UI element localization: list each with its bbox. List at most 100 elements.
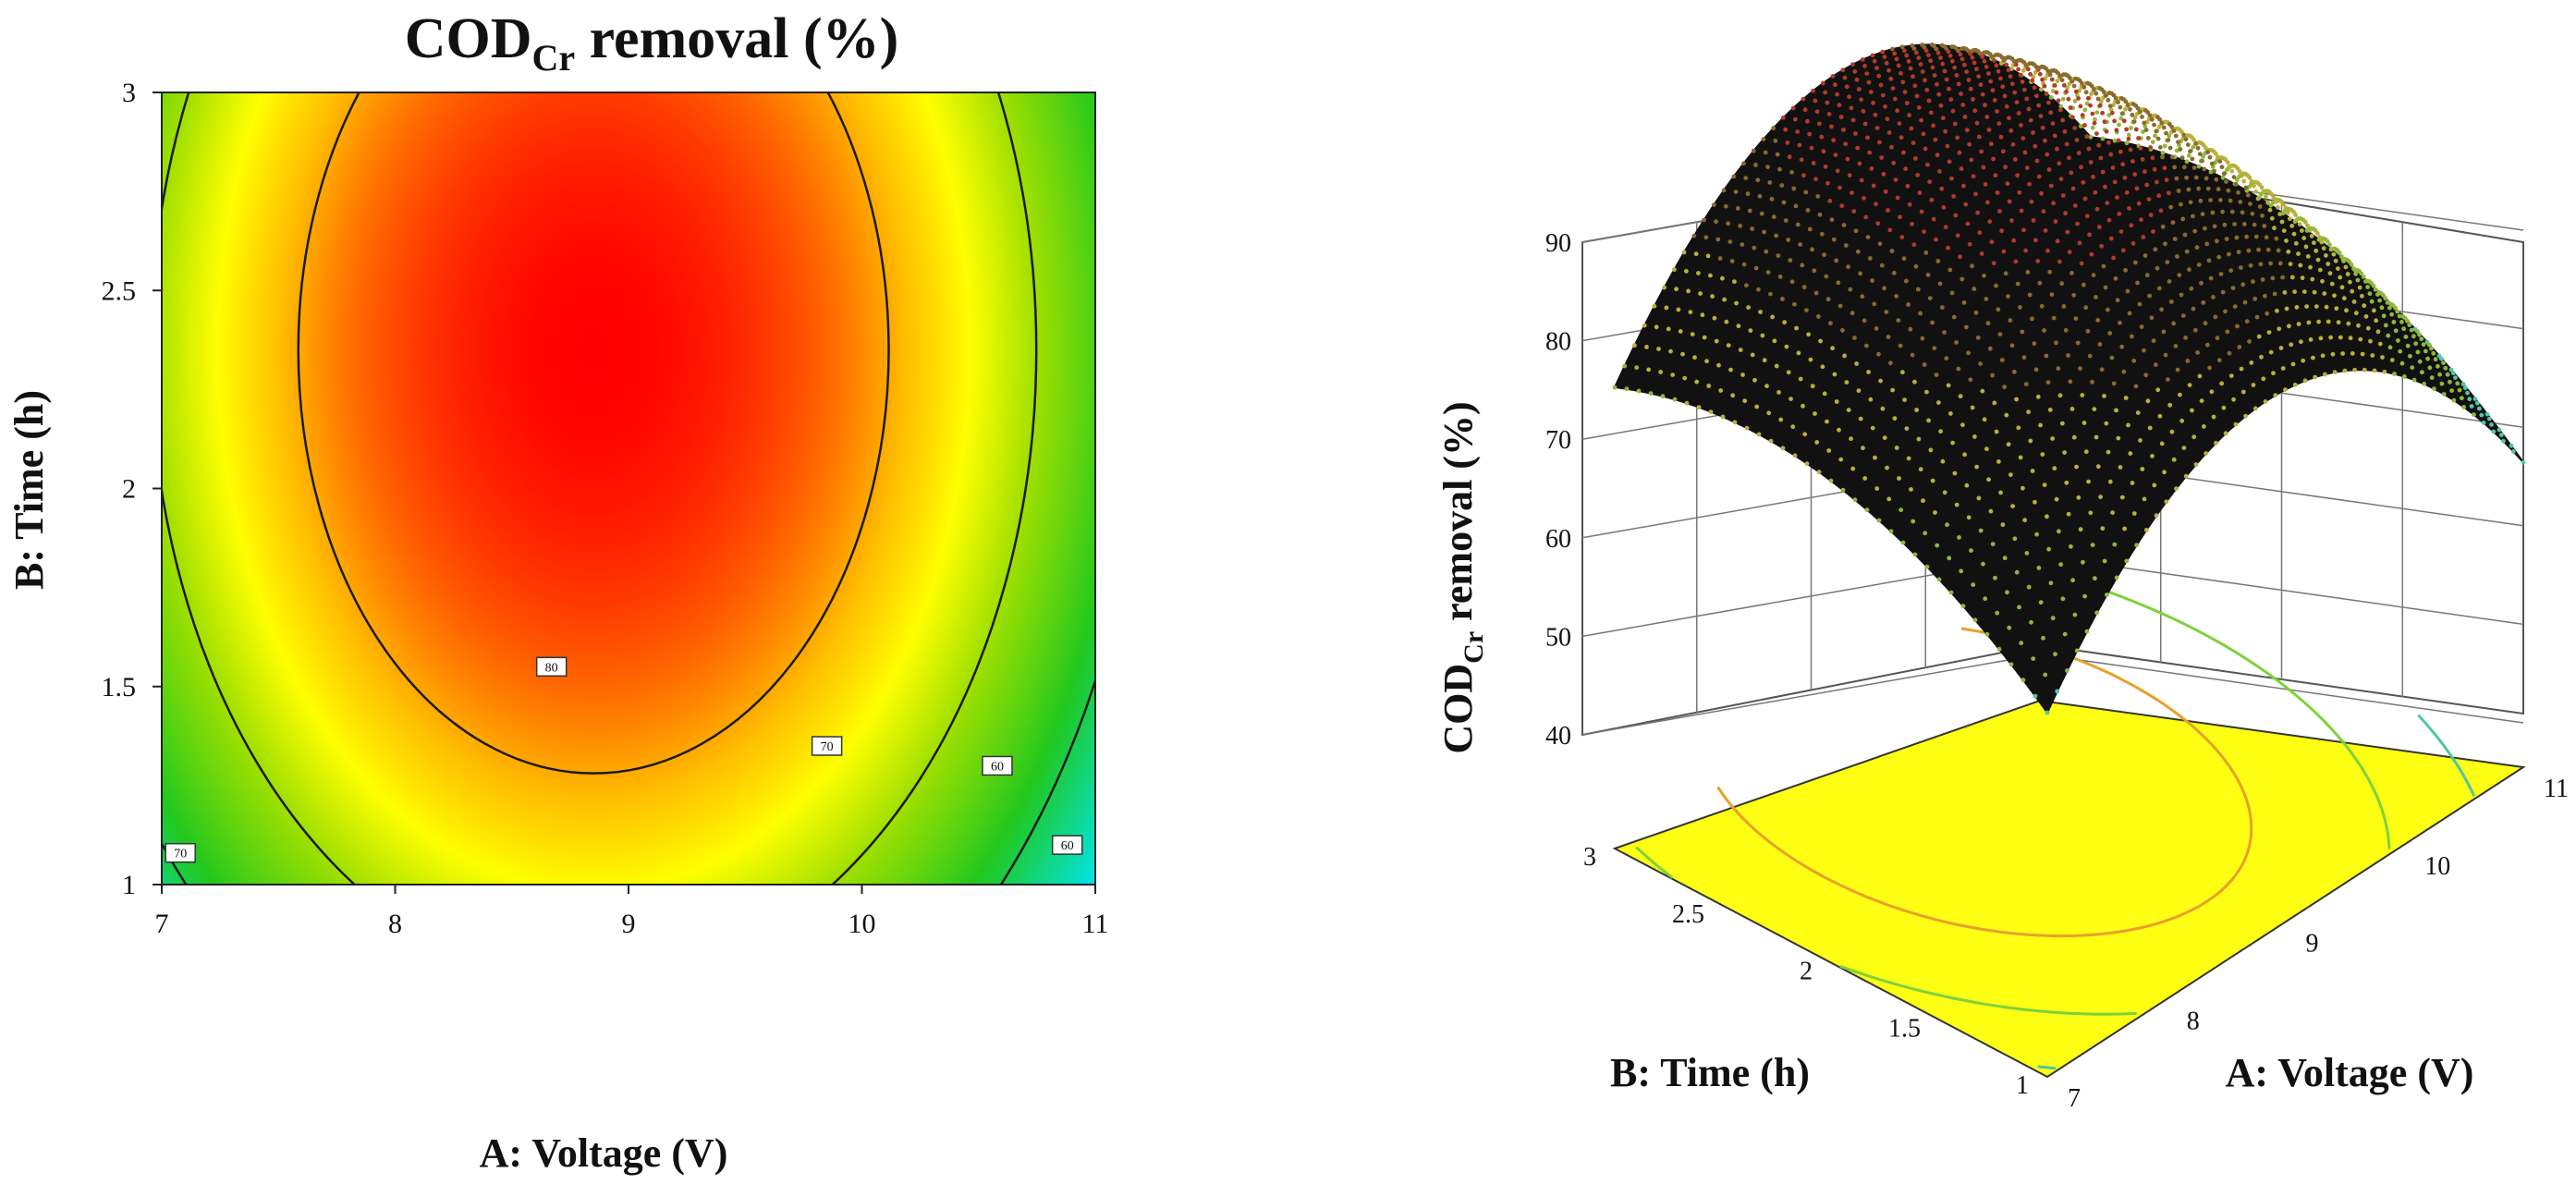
surface-point [1648,391,1654,396]
surface-point [2078,124,2083,128]
surface-point [2088,510,2094,516]
surface-point [2160,151,2166,155]
surface-point [1909,487,1913,492]
surface-point [2477,406,2482,411]
surface-point [2215,238,2219,244]
surface-point [2351,266,2356,272]
surface-point [1945,522,1949,528]
surface-point [2283,205,2289,211]
surface-point [2021,485,2025,491]
surface-point [1918,311,1923,316]
surface-point [2238,200,2243,204]
surface-point [2217,159,2223,165]
surface-point [1800,263,1805,268]
surface-point [1921,131,1926,137]
surface-point [2154,362,2158,367]
surface-point [2044,353,2049,359]
surface-point [2317,267,2323,273]
surface-point [1899,235,1905,239]
wall-gridline [1581,653,2041,736]
surface-point [1974,464,1980,470]
surface-point [2327,271,2333,276]
surface-point [1897,121,1902,127]
surface-point [2044,92,2049,96]
surface-point [2157,413,2163,419]
surface-point [2107,104,2113,109]
surface-point [2207,154,2213,160]
surface-point [2064,141,2069,147]
surface-point [1781,116,1786,120]
surface-point [2457,387,2462,393]
surface-point [2176,140,2180,145]
surface-point [1944,45,1949,51]
contour-y-tick-label: 2.5 [102,275,137,306]
surface-point [1980,55,1985,59]
surface-point [2097,103,2103,108]
surface-point [2131,511,2137,516]
surface-point [1702,335,1707,340]
contour-label-text: 60 [1061,839,1074,853]
surface-point [2336,320,2341,325]
surface-point [2110,165,2116,170]
surface-point [2160,224,2166,229]
surface-point [1901,256,1907,262]
surface-y-tick-label: 1 [2016,1071,2029,1100]
surface-point [2043,228,2048,233]
surface-point [2293,240,2299,246]
surface-point [2372,368,2377,373]
surface-point [1672,397,1678,402]
surface-point [1898,507,1904,513]
surface-point [1930,320,1935,325]
surface-point [2240,282,2246,287]
surface-point [2076,151,2082,155]
surface-z-tick-label: 50 [1545,623,1571,652]
surface-point [2207,365,2213,371]
surface-point [2220,175,2226,180]
surface-point [2123,267,2129,273]
surface-point [2076,495,2082,500]
surface-point [2059,421,2065,426]
surface-point [2237,345,2242,349]
surface-point [1798,376,1803,382]
surface-point [2031,656,2036,661]
contour-line-70 [162,92,1038,885]
surface-point [1837,303,1843,309]
surface-point [1841,128,1846,132]
surface-point [2359,271,2364,276]
surface-point [1741,262,1747,267]
surface-point [2231,175,2237,180]
surface-point [1910,352,1915,358]
surface-point [2052,133,2057,139]
surface-point [2312,240,2316,246]
surface-z-tick-label: 60 [1545,525,1571,554]
surface-point [1925,162,1930,167]
surface-point [2027,181,2033,187]
surface-point [2197,152,2203,157]
surface-point [2147,425,2153,431]
surface-point [2080,80,2084,86]
surface-point [2090,125,2095,130]
surface-point [1984,446,1989,452]
surface-point [2164,499,2169,505]
surface-point [2403,335,2409,339]
surface-point [2308,264,2313,270]
surface-point [2135,280,2141,286]
surface-point [2093,576,2097,581]
surface-point [2015,173,2021,178]
surface-point [1900,79,1906,85]
surface-point [2150,155,2155,161]
surface-point [2010,81,2015,87]
surface-point [2436,363,2440,369]
surface-point [1783,127,1789,132]
surface-point [2405,343,2411,348]
surface-point [2133,127,2139,132]
surface-point [2229,168,2235,174]
surface-point [2270,275,2276,281]
surface-point [2317,235,2323,239]
surface-point [1933,137,1938,142]
surface-point [2043,138,2047,143]
surface-point [2109,355,2115,360]
surface-point [2199,398,2204,403]
surface-point [2175,367,2180,373]
surface-point [2018,305,2022,310]
